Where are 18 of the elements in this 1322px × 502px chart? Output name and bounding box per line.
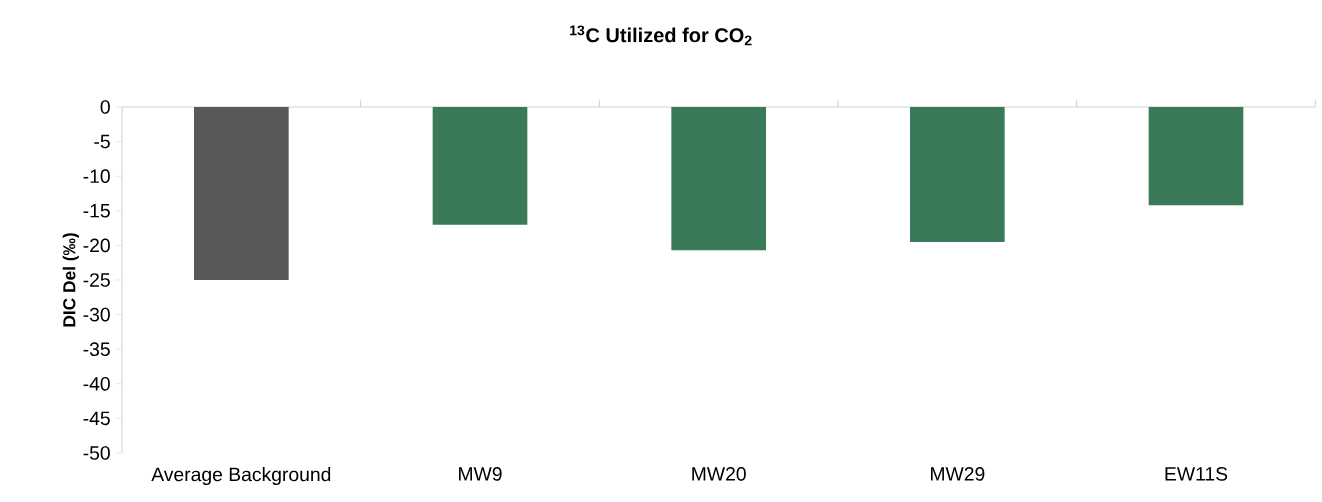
y-tick-label: -20	[83, 238, 110, 253]
x-tick-label: EW11S	[1165, 467, 1228, 481]
y-tick-label: -5	[94, 134, 110, 149]
y-tick-label: -10	[83, 169, 110, 184]
y-tick-label: -15	[83, 204, 110, 218]
y-tick-label: -50	[83, 446, 110, 460]
chart-title: $^{13}$C Utilized for CO$_{2}$	[570, 25, 752, 46]
y-tick-label: -25	[83, 273, 110, 287]
x-tick-label: MW9	[459, 467, 502, 481]
y-tick-label: -45	[83, 411, 110, 426]
y-tick-label: -35	[83, 342, 110, 357]
y-tick-label: 0	[100, 100, 110, 114]
x-tick-label: MW29	[930, 467, 985, 481]
y-tick-label: -30	[83, 307, 110, 322]
x-tick-label: Average Background	[151, 467, 331, 486]
y-axis-title: DIC Del (‰)	[62, 233, 79, 327]
y-tick-label: -40	[83, 376, 110, 391]
x-tick-label: MW20	[692, 467, 746, 481]
